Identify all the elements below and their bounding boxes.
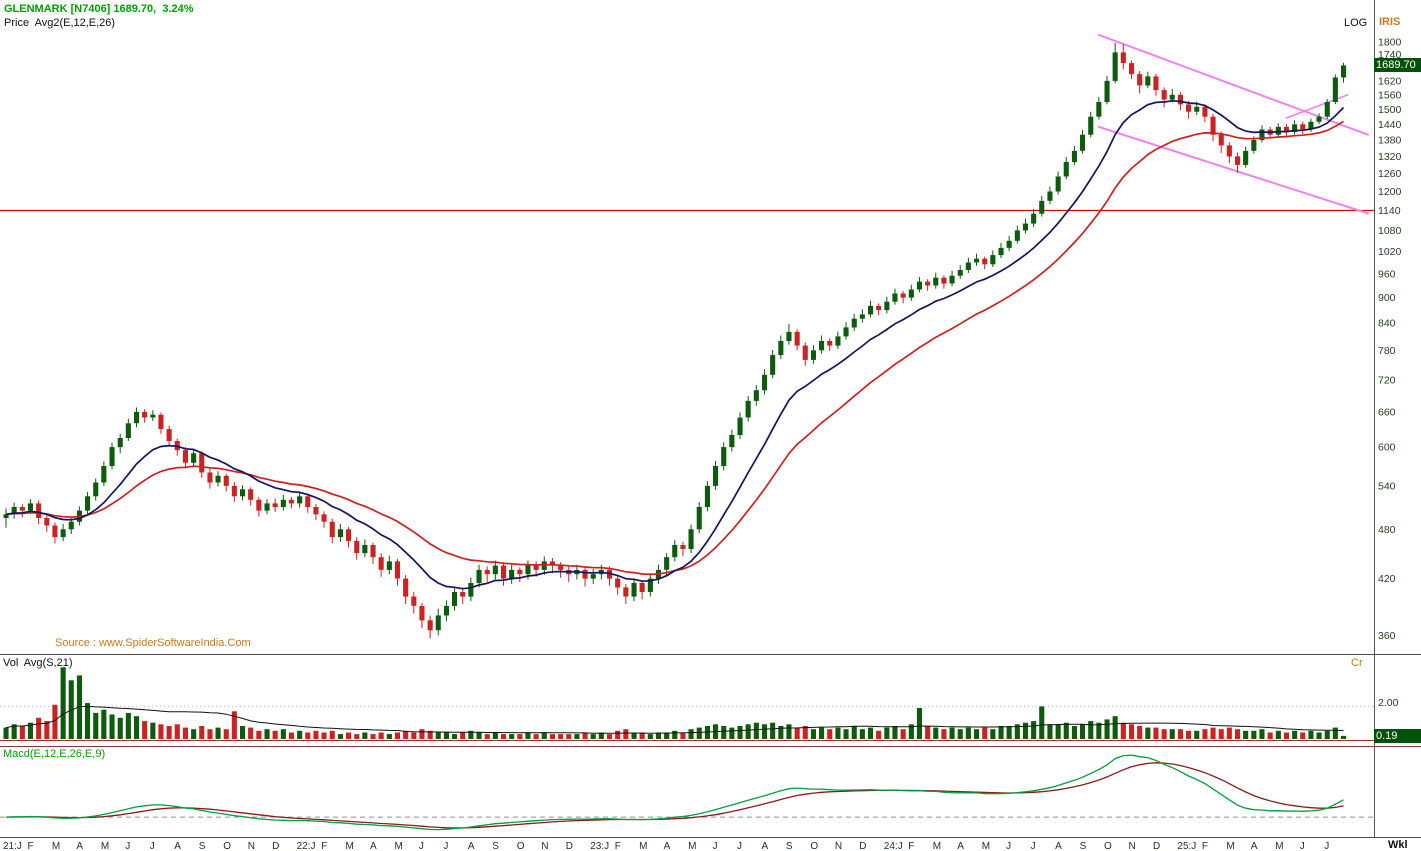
time-axis-tick: J: [1006, 841, 1011, 851]
time-axis-tick: J: [737, 841, 742, 851]
time-axis-tick: A: [762, 841, 769, 851]
price-axis-tick: 1620: [1378, 75, 1402, 87]
time-axis-tick: M: [639, 841, 647, 851]
time-axis-tick: J: [713, 841, 718, 851]
time-axis-tick: A: [957, 841, 964, 851]
time-axis-tick: N: [541, 841, 548, 851]
time-axis-tick: F: [908, 841, 914, 851]
time-axis-tick: M: [933, 841, 941, 851]
time-axis-tick: A: [1251, 841, 1258, 851]
time-axis-tick: O: [810, 841, 818, 851]
price-axis-tick: 1740: [1378, 49, 1402, 61]
time-axis-tick: D: [566, 841, 573, 851]
time-axis-tick: F: [28, 841, 34, 851]
volume-average-line: [5, 705, 1344, 734]
price-axis-tick: 480: [1378, 524, 1396, 536]
price-axis-tick: 1260: [1378, 168, 1402, 180]
time-axis-tick: N: [248, 841, 255, 851]
time-axis-tick: J: [125, 841, 130, 851]
price-axis-tick: 360: [1378, 630, 1396, 642]
time-axis-tick: J: [150, 841, 155, 851]
price-axis-tick: 840: [1378, 318, 1396, 330]
price-axis-tick: 420: [1378, 573, 1396, 585]
time-axis-tick: N: [835, 841, 842, 851]
time-axis-tick: M: [982, 841, 990, 851]
ema-slow-line: [5, 120, 1344, 576]
time-axis-tick: F: [321, 841, 327, 851]
macd-signal-line: [5, 762, 1344, 829]
time-axis-tick: A: [174, 841, 181, 851]
time-axis-tick: S: [199, 841, 206, 851]
volume-bars: [3, 667, 1347, 739]
time-axis-tick: D: [859, 841, 866, 851]
price-axis-tick: 780: [1378, 345, 1396, 357]
price-axis-tick: 960: [1378, 268, 1396, 280]
log-scale-toggle[interactable]: LOG: [1344, 17, 1368, 29]
time-axis-tick: J: [1031, 841, 1036, 851]
time-axis-tick: J: [443, 841, 448, 851]
price-axis-tick: 1380: [1378, 135, 1402, 147]
time-axis-tick: O: [517, 841, 525, 851]
time-axis-tick: O: [223, 841, 231, 851]
time-axis-tick: A: [1055, 841, 1062, 851]
price-axis-tick: 1320: [1378, 151, 1402, 163]
time-axis-labels: 21:J F M A M J J A S O N D 22:J F M A M J J A S O N D 23:J F M A M J J…: [3, 841, 1329, 851]
time-axis-tick: A: [370, 841, 377, 851]
time-axis-tick: J: [1300, 841, 1305, 851]
time-axis-tick: A: [664, 841, 671, 851]
time-axis-tick: M: [395, 841, 403, 851]
price-axis-tick: 600: [1378, 442, 1396, 454]
price-axis-tick: 540: [1378, 480, 1396, 492]
time-axis-tick: O: [1104, 841, 1112, 851]
price-axis-tick: 1800: [1378, 37, 1402, 49]
time-axis-tick: F: [1202, 841, 1208, 851]
time-axis-tick: 22:J: [297, 841, 316, 851]
time-axis-tick: D: [272, 841, 279, 851]
price-axis-tick: 1440: [1378, 119, 1402, 131]
time-axis-tick: M: [101, 841, 109, 851]
time-axis-tick: F: [615, 841, 621, 851]
price-axis-tick: 660: [1378, 406, 1396, 418]
time-axis-tick: D: [1153, 841, 1160, 851]
time-axis-tick: M: [1226, 841, 1234, 851]
price-axis-tick: 1560: [1378, 89, 1402, 101]
price-axis-tick: 720: [1378, 374, 1396, 386]
price-axis-tick: 1080: [1378, 225, 1402, 237]
time-axis-tick: S: [786, 841, 793, 851]
macd-line: [5, 754, 1344, 831]
price-axis-tick: 900: [1378, 292, 1396, 304]
time-axis-tick: 21:J: [3, 841, 22, 851]
time-axis-tick: M: [1275, 841, 1283, 851]
time-axis-tick: 25:J: [1177, 841, 1196, 851]
time-axis-tick: M: [52, 841, 60, 851]
price-axis-tick: 1140: [1378, 205, 1401, 217]
time-axis-tick: J: [1324, 841, 1329, 851]
price-axis-tick: 1680: [1378, 62, 1402, 74]
time-axis-tick: M: [346, 841, 354, 851]
time-axis-tick: A: [76, 841, 83, 851]
price-axis-tick: 1500: [1378, 104, 1402, 116]
time-axis-tick: 23:J: [590, 841, 609, 851]
ema-fast-line: [5, 99, 1345, 590]
price-axis-tick: 1200: [1378, 186, 1402, 198]
time-axis-tick: S: [492, 841, 499, 851]
time-axis-tick: 24:J: [884, 841, 903, 851]
price-axis-tick: 1020: [1378, 246, 1402, 258]
time-axis-tick: J: [419, 841, 424, 851]
candlestick-series: [3, 43, 1347, 639]
time-axis-tick: N: [1129, 841, 1136, 851]
time-axis-tick: A: [468, 841, 475, 851]
time-axis-tick: S: [1080, 841, 1087, 851]
time-axis-tick: M: [688, 841, 696, 851]
